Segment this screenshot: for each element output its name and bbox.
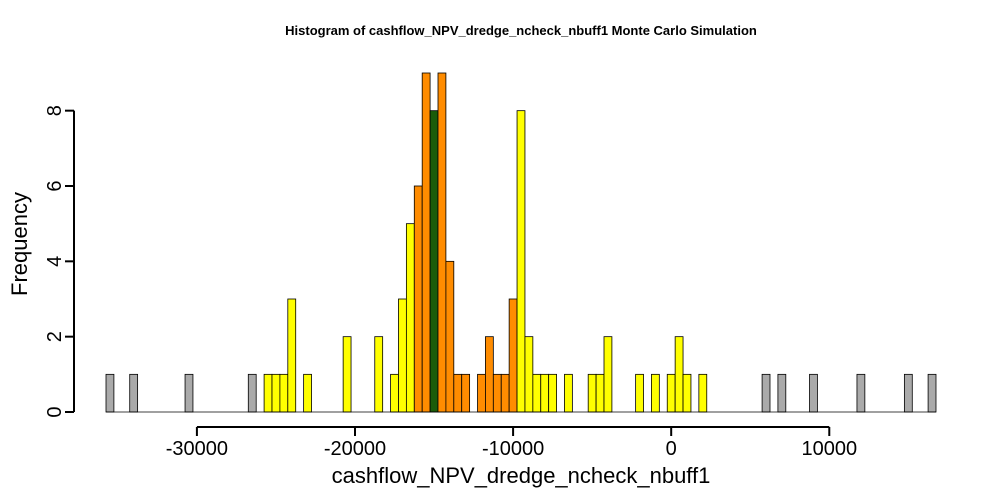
histogram-bar [508, 298, 518, 413]
y-axis-label: Frequency [7, 192, 32, 296]
histogram-bar [532, 373, 542, 413]
y-tick-label: 2 [44, 331, 66, 342]
histogram-bar [666, 373, 676, 413]
histogram-bar [429, 110, 439, 413]
bars-group [105, 72, 937, 413]
histogram-bar [445, 260, 455, 413]
histogram-bar [548, 373, 557, 413]
y-tick-label: 0 [44, 406, 66, 417]
histogram-bar [524, 336, 534, 413]
histogram-bar [263, 373, 273, 413]
histogram-bar [564, 373, 573, 413]
x-tick-label: -30000 [166, 438, 228, 460]
histogram-bar [405, 223, 415, 413]
x-axis: -30000 -20000 -10000 0 10000 [166, 426, 857, 460]
histogram-bar [303, 373, 312, 413]
histogram-bar [485, 336, 494, 413]
histogram-bar [698, 373, 708, 413]
histogram-bar [682, 373, 692, 413]
histogram-bar [903, 373, 913, 413]
histogram-bar [492, 373, 502, 413]
y-tick-label: 4 [44, 256, 66, 267]
histogram-bar [587, 373, 597, 413]
histogram-bar [421, 72, 431, 413]
x-tick-label: -10000 [482, 438, 544, 460]
histogram-bar [809, 373, 818, 413]
histogram-bar [635, 373, 644, 413]
histogram-bar [271, 373, 281, 413]
histogram-bar [461, 373, 471, 413]
histogram-bar [674, 336, 684, 413]
histogram-bar [651, 373, 660, 413]
histogram-bar [603, 336, 613, 413]
histogram-bar [398, 298, 407, 413]
x-axis-label: cashflow_NPV_dredge_ncheck_nbuff1 [332, 463, 711, 488]
histogram-bar [856, 373, 866, 413]
histogram-bar [287, 298, 297, 413]
histogram-bar [129, 373, 139, 413]
histogram-bar [279, 373, 289, 413]
histogram-bar [184, 373, 194, 413]
chart-title: Histogram of cashflow_NPV_dredge_ncheck_… [285, 23, 757, 38]
histogram-bar [761, 373, 771, 413]
y-tick-label: 8 [44, 105, 66, 116]
histogram-bar [390, 373, 399, 413]
y-axis: 0 2 4 6 8 [44, 105, 75, 418]
histogram-bar [927, 373, 937, 413]
histogram-bar [342, 336, 352, 413]
histogram-bar [595, 373, 605, 413]
x-tick-label: 10000 [801, 438, 857, 460]
histogram-bar [477, 373, 486, 413]
x-tick-label: 0 [666, 438, 677, 460]
histogram-bar [437, 72, 447, 413]
histogram-bar [374, 336, 384, 413]
histogram-bar [453, 373, 463, 413]
y-tick-label: 6 [44, 180, 66, 191]
histogram-bar [247, 373, 257, 413]
x-tick-label: -20000 [324, 438, 386, 460]
histogram-bar [540, 373, 550, 413]
histogram-bar [777, 373, 787, 413]
histogram-bar [105, 373, 115, 413]
histogram-bar [500, 373, 510, 413]
histogram-bar [516, 110, 526, 413]
histogram-bar [413, 185, 423, 413]
